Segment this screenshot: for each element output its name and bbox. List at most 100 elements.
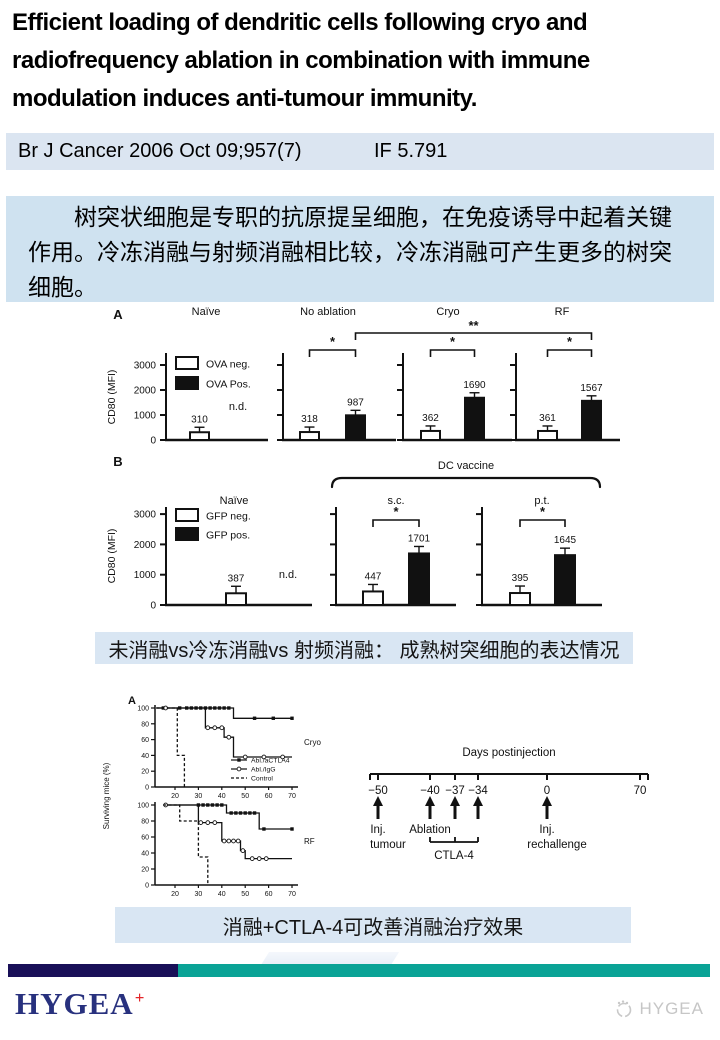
- svg-text:387: 387: [228, 573, 245, 584]
- svg-text:361: 361: [539, 413, 556, 424]
- svg-text:2000: 2000: [134, 540, 157, 551]
- svg-text:20: 20: [171, 793, 179, 800]
- svg-text:A: A: [128, 695, 136, 707]
- svg-text:−34: −34: [468, 785, 488, 797]
- footer-bar-navy: [8, 964, 178, 977]
- svg-text:30: 30: [195, 793, 203, 800]
- watermark-emblem-icon: [617, 1000, 632, 1018]
- svg-text:1645: 1645: [554, 535, 577, 546]
- panel-b-svg: B CD80 (MFI) DC vaccine 0 1000 2000 3000 Naïve 3…: [106, 454, 602, 612]
- svg-text:−40: −40: [420, 785, 440, 797]
- svg-text:987: 987: [347, 397, 364, 408]
- svg-text:−50: −50: [368, 785, 388, 797]
- svg-text:Control: Control: [251, 776, 273, 783]
- survival-curves-chart: A Surviving mice (%) 0 20 40 60 80 100 20 30 40 50 6…: [98, 688, 370, 908]
- svg-text:100: 100: [137, 706, 149, 713]
- svg-text:Ablation: Ablation: [409, 824, 451, 836]
- svg-text:1701: 1701: [408, 533, 431, 544]
- svg-text:60: 60: [265, 891, 273, 898]
- svg-text:395: 395: [512, 573, 529, 584]
- svg-text:60: 60: [265, 793, 273, 800]
- svg-text:*: *: [450, 334, 456, 349]
- svg-text:*: *: [540, 504, 546, 519]
- svg-text:p.t.: p.t.: [534, 495, 549, 507]
- svg-text:40: 40: [141, 753, 149, 760]
- svg-text:OVA neg.: OVA neg.: [206, 359, 250, 371]
- svg-text:40: 40: [141, 851, 149, 858]
- bar-chart-panel-b: B CD80 (MFI) DC vaccine 0 1000 2000 3000 Naïve 3…: [100, 452, 715, 632]
- svg-text:0: 0: [145, 785, 149, 792]
- treatment-timeline-diagram: Days postinjection −50 −40 −37 −34 0 70 Inj. tum…: [352, 712, 692, 877]
- svg-text:*: *: [393, 504, 399, 519]
- svg-text:**: **: [468, 318, 479, 333]
- watermark-text: HYGEA: [639, 999, 704, 1018]
- svg-text:CD80 (MFI): CD80 (MFI): [106, 529, 118, 584]
- svg-text:80: 80: [141, 721, 149, 728]
- svg-text:RF: RF: [304, 837, 315, 846]
- svg-text:50: 50: [241, 793, 249, 800]
- hygea-logo-text: HYGEA: [15, 986, 134, 1021]
- svg-text:No ablation: No ablation: [300, 306, 356, 318]
- journal-citation: Br J Cancer 2006 Oct 09;957(7): [18, 140, 302, 162]
- hygea-logo-cross-icon: +: [134, 987, 146, 1007]
- svg-text:A: A: [113, 307, 123, 322]
- svg-text:100: 100: [137, 803, 149, 810]
- svg-text:0: 0: [150, 436, 156, 447]
- svg-text:n.d.: n.d.: [279, 569, 297, 581]
- svg-text:1690: 1690: [463, 380, 486, 391]
- hygea-logo: HYGEA+: [15, 986, 145, 1022]
- svg-text:B: B: [113, 454, 122, 469]
- svg-text:n.d.: n.d.: [229, 401, 247, 413]
- svg-text:70: 70: [288, 891, 296, 898]
- svg-text:CTLA-4: CTLA-4: [434, 850, 474, 862]
- svg-text:Abl./IgG: Abl./IgG: [251, 767, 276, 774]
- journal-bar: Br J Cancer 2006 Oct 09;957(7) IF 5.791: [6, 133, 714, 170]
- svg-text:*: *: [567, 334, 573, 349]
- svg-text:Inj.: Inj.: [539, 824, 554, 836]
- svg-text:Cryo: Cryo: [436, 306, 459, 318]
- svg-text:70: 70: [634, 785, 647, 797]
- panel-a-svg: A CD80 (MFI) 0 1000 2000 3000 Naïve 310 n.d. No a…: [106, 306, 620, 447]
- svg-text:1567: 1567: [580, 383, 603, 394]
- svg-text:50: 50: [241, 891, 249, 898]
- svg-text:GFP pos.: GFP pos.: [206, 530, 250, 542]
- svg-text:0: 0: [150, 601, 156, 612]
- svg-text:20: 20: [141, 867, 149, 874]
- abstract-box: 树突状细胞是专职的抗原提呈细胞，在免疫诱导中起着关键作用。冷冻消融与射频消融相比…: [6, 196, 714, 302]
- svg-text:3000: 3000: [134, 510, 157, 521]
- svg-text:OVA Pos.: OVA Pos.: [206, 379, 251, 391]
- svg-text:362: 362: [422, 413, 439, 424]
- figure2-caption-text: 消融+CTLA-4可改善消融治疗效果: [222, 916, 524, 939]
- svg-text:1000: 1000: [134, 411, 157, 422]
- abstract-text: 树突状细胞是专职的抗原提呈细胞，在免疫诱导中起着关键作用。冷冻消融与射频消融相比…: [28, 204, 672, 300]
- figure1-caption-text: 未消融vs冷冻消融vs 射频消融： 成熟树突细胞的表达情况: [108, 639, 620, 662]
- svg-text:Naïve: Naïve: [220, 495, 249, 507]
- impact-factor: IF 5.791: [374, 140, 448, 162]
- survival-svg: A Surviving mice (%) 0 20 40 60 80 100 20 30 40 50 6…: [102, 695, 321, 898]
- svg-text:447: 447: [365, 571, 382, 582]
- svg-text:3000: 3000: [134, 361, 157, 372]
- svg-text:0: 0: [544, 785, 550, 797]
- svg-text:80: 80: [141, 819, 149, 826]
- svg-text:60: 60: [141, 737, 149, 744]
- figure1-caption: 未消融vs冷冻消融vs 射频消融： 成熟树突细胞的表达情况: [95, 632, 633, 664]
- svg-text:s.c.: s.c.: [387, 495, 404, 507]
- svg-text:CD80 (MFI): CD80 (MFI): [106, 370, 118, 425]
- svg-text:Naïve: Naïve: [192, 306, 221, 318]
- svg-text:Surviving mice (%): Surviving mice (%): [102, 762, 111, 829]
- svg-text:60: 60: [141, 835, 149, 842]
- paper-title: Efficient loading of dendritic cells fol…: [12, 9, 590, 112]
- svg-text:0: 0: [145, 883, 149, 890]
- svg-text:rechallenge: rechallenge: [527, 839, 586, 851]
- svg-text:Abl./aCTLA4: Abl./aCTLA4: [251, 758, 290, 765]
- svg-text:GFP neg.: GFP neg.: [206, 511, 251, 523]
- svg-text:20: 20: [141, 769, 149, 776]
- svg-text:30: 30: [195, 891, 203, 898]
- timeline-svg: Days postinjection −50 −40 −37 −34 0 70 Inj. tum…: [368, 747, 649, 862]
- svg-text:DC vaccine: DC vaccine: [438, 460, 494, 472]
- svg-text:40: 40: [218, 793, 226, 800]
- svg-text:tumour: tumour: [370, 839, 406, 851]
- svg-text:RF: RF: [555, 306, 570, 318]
- svg-text:Cryo: Cryo: [304, 738, 321, 747]
